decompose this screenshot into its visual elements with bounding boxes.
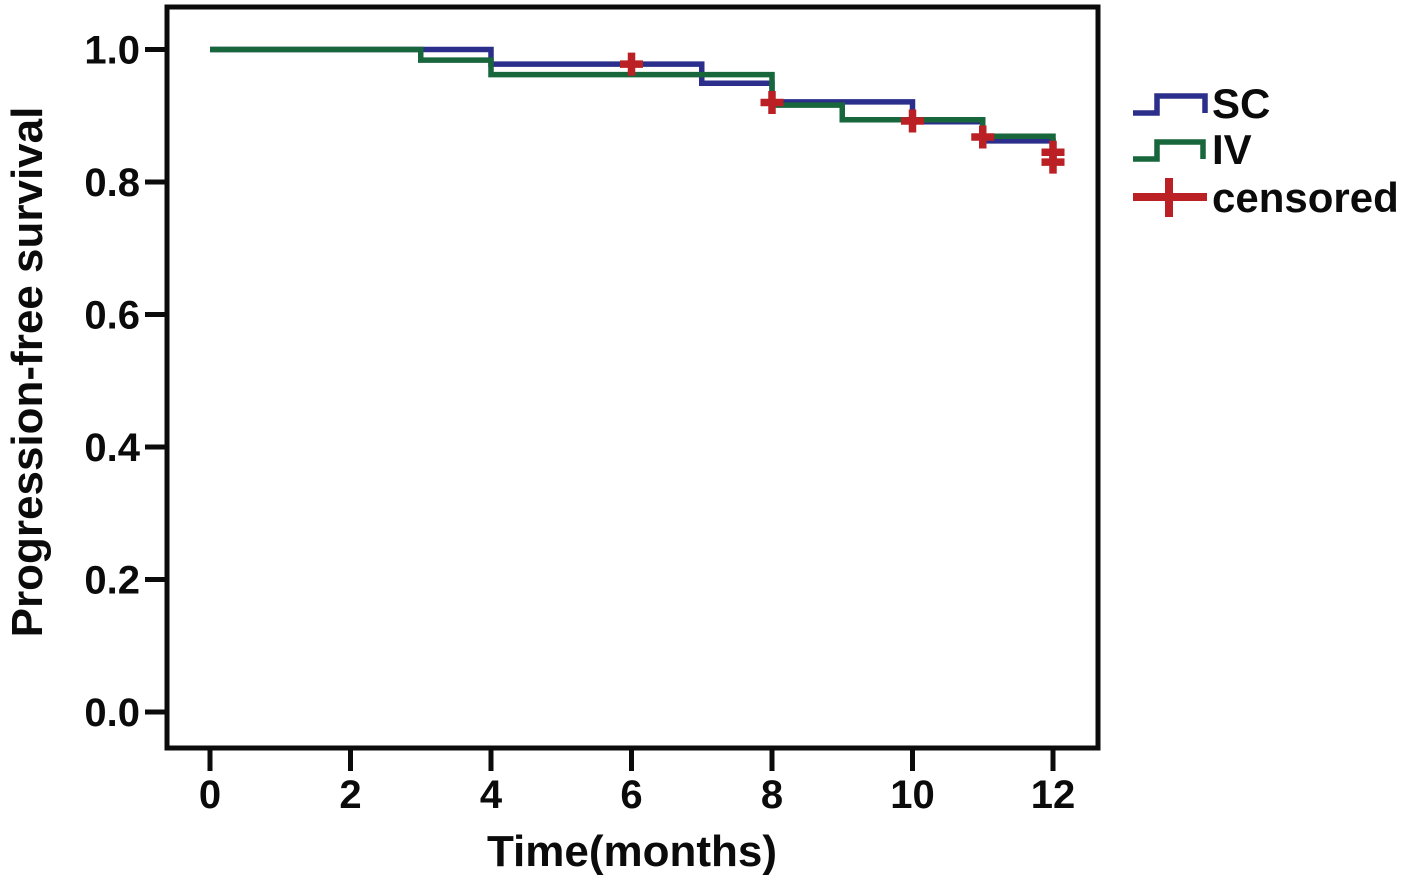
- legend: SC IV censored: [1133, 80, 1399, 221]
- x-tick-label-8: 8: [761, 773, 783, 817]
- censor-mark-3: [971, 125, 995, 149]
- x-tick-label-0: 0: [199, 773, 221, 817]
- legend-item-iv: IV: [1133, 126, 1252, 173]
- y-tick-label-1.0: 1.0: [84, 29, 140, 73]
- y-tick-label-0.4: 0.4: [84, 426, 140, 470]
- censor-mark-1: [760, 91, 784, 114]
- x-tick-label-2: 2: [339, 773, 361, 817]
- y-axis-ticks: 0.0 0.2 0.4 0.6 0.8 1.0: [84, 29, 166, 735]
- censored-plus-icon: [1133, 178, 1207, 217]
- legend-item-censored: censored: [1133, 174, 1399, 221]
- censor-mark-5: [1041, 150, 1065, 174]
- y-tick-label-0.0: 0.0: [84, 691, 140, 735]
- legend-label-iv: IV: [1212, 126, 1252, 173]
- x-tick-label-4: 4: [480, 773, 503, 817]
- x-tick-label-6: 6: [620, 773, 642, 817]
- censor-mark-2: [901, 109, 924, 133]
- censor-mark-0: [620, 52, 643, 76]
- y-tick-label-0.2: 0.2: [84, 559, 140, 603]
- x-tick-label-12: 12: [1031, 773, 1076, 817]
- legend-label-censored: censored: [1212, 174, 1399, 221]
- sc-step-line-icon: [1133, 93, 1208, 116]
- legend-label-sc: SC: [1212, 80, 1270, 127]
- y-axis-title: Progression-free survival: [3, 107, 52, 638]
- x-axis-title: Time(months): [487, 827, 777, 876]
- y-tick-label-0.8: 0.8: [84, 161, 140, 205]
- x-tick-label-10: 10: [890, 773, 935, 817]
- iv-step-line-icon: [1133, 139, 1206, 162]
- plot-border: [164, 4, 1101, 751]
- censored-marks: [620, 52, 1065, 174]
- legend-item-sc: SC: [1133, 80, 1270, 127]
- y-tick-label-0.6: 0.6: [84, 294, 140, 338]
- x-axis-ticks: 0 2 4 6 8 10 12: [199, 750, 1075, 817]
